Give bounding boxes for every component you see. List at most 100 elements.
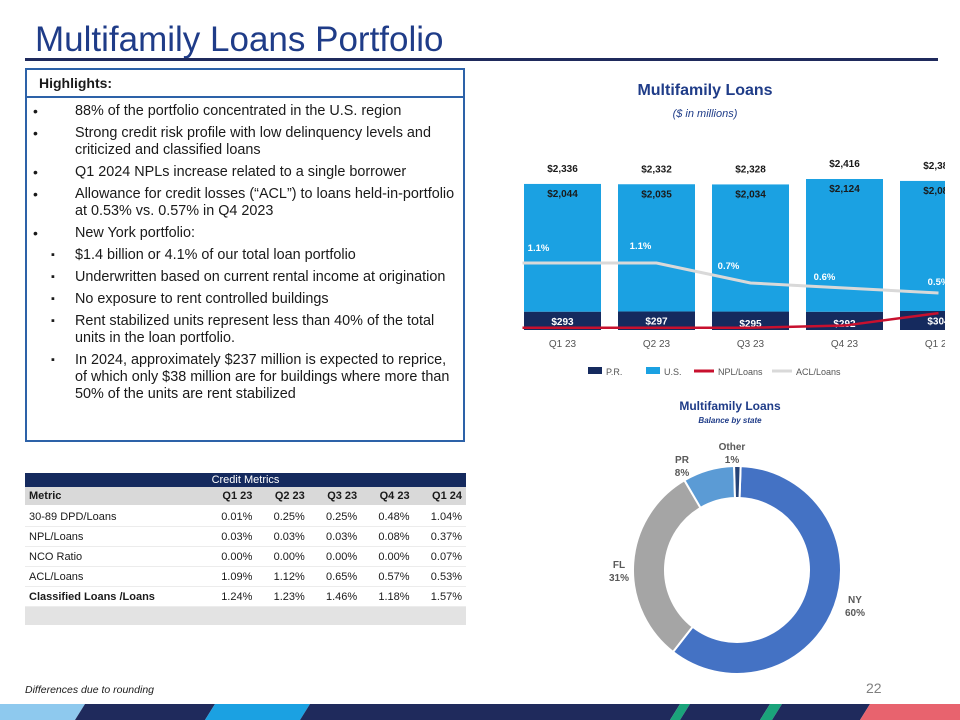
donut-label: PR: [675, 455, 690, 466]
donut-label: Other: [719, 442, 746, 453]
highlights-heading: Highlights:: [39, 75, 113, 91]
table-row: NCO Ratio 0.00% 0.00% 0.00% 0.00% 0.07%: [25, 546, 466, 567]
donut-label: NY: [848, 595, 862, 606]
bar-us-label: $2,044: [547, 189, 578, 200]
bar-us-label: $2,034: [735, 189, 766, 200]
x-tick-label: Q3 23: [737, 339, 765, 350]
table-cell: NCO Ratio: [25, 546, 204, 567]
table-cell: 0.53%: [413, 566, 466, 587]
bar-us: [618, 184, 695, 312]
bar-total-label: $2,332: [641, 164, 672, 175]
table-row: ACL/Loans 1.09% 1.12% 0.65% 0.57% 0.53%: [25, 566, 466, 587]
donut-value: 31%: [609, 573, 629, 584]
bar-us: [524, 183, 601, 312]
table-cell: 0.57%: [361, 566, 414, 587]
credit-metrics-table: Credit Metrics Metric Q1 23 Q2 23 Q3 23 …: [25, 473, 466, 625]
donut-subtitle: Balance by state: [698, 416, 762, 425]
legend-swatch: [646, 367, 660, 374]
legend-swatch: [588, 367, 602, 374]
bar-us: [900, 180, 945, 311]
donut-value: 1%: [725, 455, 740, 466]
table-cell: 1.04%: [413, 507, 466, 527]
bar-pr-label: $293: [551, 317, 574, 328]
donut-value: 8%: [675, 468, 690, 479]
footnote: Differences due to rounding: [25, 684, 154, 696]
table-cell: 0.03%: [308, 526, 362, 547]
legend-label: ACL/Loans: [796, 367, 841, 377]
bar-pr-label: $295: [739, 319, 762, 330]
donut-slice-other: [733, 465, 742, 500]
bar-pr-label: $297: [645, 317, 668, 328]
highlight-sub-bullet: Underwritten based on current rental inc…: [27, 269, 463, 286]
table-cell: 1.23%: [256, 586, 309, 607]
highlight-bullet: 88% of the portfolio concentrated in the…: [27, 103, 463, 120]
table-cell: ACL/Loans: [25, 566, 204, 587]
highlight-bullet: New York portfolio:: [27, 225, 463, 242]
chart-subtitle: ($ in millions): [673, 108, 738, 120]
column-header: Q4 23: [361, 487, 414, 505]
highlights-box: Highlights: 88% of the portfolio concent…: [25, 68, 465, 442]
donut-slice-ny: [671, 465, 842, 675]
x-tick-label: Q1 24: [925, 339, 945, 350]
chart-title: Multifamily Loans: [637, 82, 772, 99]
table-cell: 0.00%: [204, 546, 257, 567]
bar-us-label: $2,035: [641, 189, 672, 200]
bottom-color-stripe: [0, 704, 960, 720]
page-title: Multifamily Loans Portfolio: [35, 20, 444, 59]
acl-line: [522, 261, 939, 295]
table-cell: 0.00%: [361, 546, 414, 567]
x-tick-label: Q1 23: [549, 339, 577, 350]
table-cell: 0.01%: [204, 507, 257, 527]
table-cell: 0.65%: [308, 566, 362, 587]
highlight-sub-bullet: Rent stabilized units represent less tha…: [27, 313, 463, 347]
acl-label: 0.6%: [814, 272, 836, 283]
table-cell: NPL/Loans: [25, 526, 204, 547]
bar-us: [806, 179, 883, 312]
table-cell: 0.00%: [256, 546, 309, 567]
highlight-sub-bullet: In 2024, approximately $237 million is e…: [27, 352, 463, 403]
x-tick-label: Q2 23: [643, 339, 671, 350]
acl-label: 1.1%: [630, 241, 652, 252]
highlight-bullet: Strong credit risk profile with low deli…: [27, 125, 463, 159]
table-cell: 0.03%: [256, 526, 309, 547]
table-cell: 1.09%: [204, 566, 257, 587]
table-cell: 0.37%: [413, 526, 466, 547]
table-cell: 0.00%: [308, 546, 362, 567]
bar-total-label: $2,416: [829, 159, 860, 170]
donut-title: Multifamily Loans: [679, 399, 781, 413]
table-row: 30-89 DPD/Loans 0.01% 0.25% 0.25% 0.48% …: [25, 507, 466, 527]
bar-us: [712, 184, 789, 312]
column-header: Q3 23: [308, 487, 362, 505]
table-cell: Classified Loans /Loans: [25, 586, 204, 607]
page-number: 22: [866, 680, 882, 696]
table-cell: 0.08%: [361, 526, 414, 547]
credit-metrics-header-row: Metric Q1 23 Q2 23 Q3 23 Q4 23 Q1 24: [25, 487, 466, 505]
credit-metrics-title: Credit Metrics: [25, 473, 466, 487]
table-cell: 1.57%: [413, 586, 466, 607]
table-cell: 1.24%: [204, 586, 257, 607]
legend-label: U.S.: [664, 367, 682, 377]
table-cell: 0.03%: [204, 526, 257, 547]
title-underline: [25, 58, 938, 61]
x-tick-label: Q4 23: [831, 339, 859, 350]
table-cell: 0.25%: [256, 507, 309, 527]
highlights-divider: [27, 96, 463, 98]
acl-label: 1.1%: [528, 243, 550, 254]
table-cell: 0.25%: [308, 507, 362, 527]
bar-pr-label: $304: [927, 317, 945, 328]
column-header: Q1 24: [413, 487, 466, 505]
bar-us-label: $2,081: [923, 186, 945, 197]
legend-label: NPL/Loans: [718, 367, 763, 377]
table-cell: 0.07%: [413, 546, 466, 567]
bar-total-label: $2,328: [735, 164, 766, 175]
donut-label: FL: [613, 560, 625, 571]
highlight-bullet: Allowance for credit losses (“ACL”) to l…: [27, 186, 463, 220]
highlights-list: 88% of the portfolio concentrated in the…: [27, 98, 463, 403]
table-cell: 30-89 DPD/Loans: [25, 507, 204, 527]
bar-total-label: $2,385: [923, 161, 945, 172]
multifamily-loans-bar-chart: Multifamily Loans ($ in millions) $2,336 $2…: [522, 82, 945, 377]
highlight-bullet: Q1 2024 NPLs increase related to a singl…: [27, 164, 463, 181]
table-cell: 1.46%: [308, 586, 362, 607]
table-cell: 1.18%: [361, 586, 414, 607]
acl-label: 0.7%: [718, 261, 740, 272]
